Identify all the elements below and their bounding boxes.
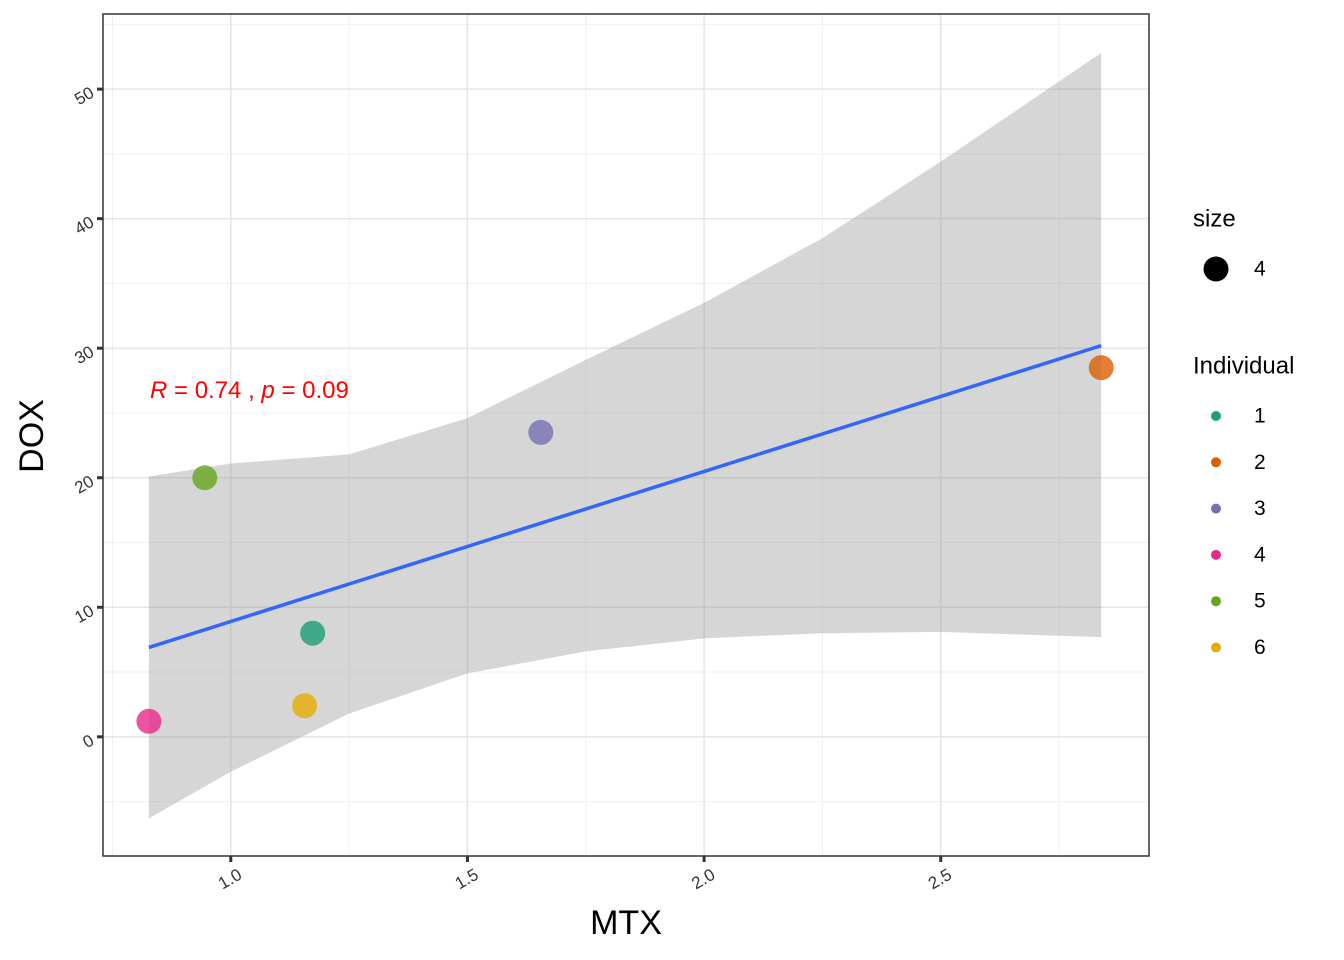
point [136, 708, 162, 734]
y-tick-label: 30 [71, 342, 97, 368]
legend-label: 1 [1254, 405, 1266, 428]
y-tick-label: 50 [71, 83, 97, 109]
y-tick-label: 0 [80, 731, 98, 752]
legend-label: 2 [1254, 451, 1266, 474]
y-axis-title: DOX [13, 399, 51, 473]
legend-symbol [1211, 596, 1221, 607]
x-axis-title: MTX [590, 904, 662, 942]
x-tick-label: 1.0 [215, 865, 245, 893]
point [192, 465, 218, 491]
annotation-part: p [260, 377, 274, 404]
confidence-band [148, 52, 1102, 819]
x-tick-label: 1.5 [452, 865, 482, 893]
fit-line [148, 343, 1102, 650]
annotation-part: R [150, 377, 167, 404]
legend-label: 4 [1254, 543, 1266, 566]
legend-label: 5 [1254, 590, 1266, 613]
x-tick-label: 2.0 [688, 865, 718, 893]
annotation: R = 0.74 , p = 0.09 [150, 377, 349, 404]
y-tick-label: 10 [71, 601, 97, 627]
legend-label: 4 [1254, 258, 1266, 281]
legend-title: size [1193, 205, 1236, 232]
legend-label: 6 [1254, 636, 1266, 659]
legend-symbol [1211, 549, 1221, 560]
annotation-part: = 0.74 , [167, 377, 261, 404]
legend-symbol [1211, 642, 1221, 653]
legend-title: Individual [1193, 352, 1294, 379]
legend-symbol [1211, 457, 1221, 468]
legend-symbol [1203, 256, 1229, 282]
panel-border [102, 13, 1150, 857]
point [300, 620, 326, 646]
legend-label: 3 [1254, 497, 1266, 520]
legend-symbol [1211, 411, 1221, 421]
legend-symbol [1211, 503, 1221, 514]
point [528, 419, 554, 445]
x-tick-label: 2.5 [925, 865, 955, 893]
point [292, 693, 318, 719]
y-tick-label: 40 [71, 213, 97, 239]
y-tick-label: 20 [71, 472, 97, 498]
annotation-part: = 0.09 [275, 377, 349, 404]
point [1088, 355, 1114, 381]
